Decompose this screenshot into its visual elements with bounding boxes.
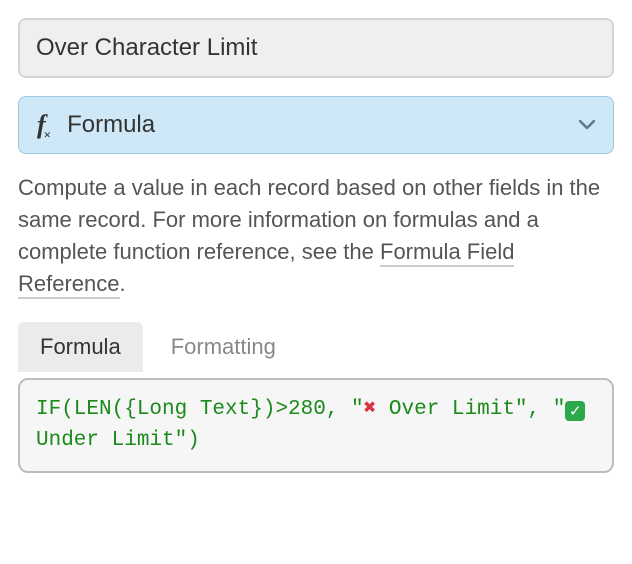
tab-formula[interactable]: Formula [18, 322, 143, 372]
formula-text-1: IF(LEN({Long Text})>280, " [36, 398, 364, 421]
field-name-input[interactable] [18, 18, 614, 78]
formula-editor[interactable]: IF(LEN({Long Text})>280, "✖ Over Limit",… [18, 378, 614, 473]
chevron-down-icon [579, 120, 595, 130]
field-type-selector[interactable]: f× Formula [18, 96, 614, 154]
check-mark-icon: ✓ [565, 401, 585, 421]
description-text-post: . [120, 271, 126, 296]
tab-formatting[interactable]: Formatting [149, 322, 298, 372]
formula-icon: f× [37, 112, 53, 138]
formula-tabs: Formula Formatting [18, 322, 614, 372]
field-type-label: Formula [67, 111, 579, 139]
field-type-description: Compute a value in each record based on … [18, 172, 614, 300]
cross-mark-icon: ✖ [364, 398, 377, 421]
formula-text-2: Over Limit", " [376, 398, 565, 421]
